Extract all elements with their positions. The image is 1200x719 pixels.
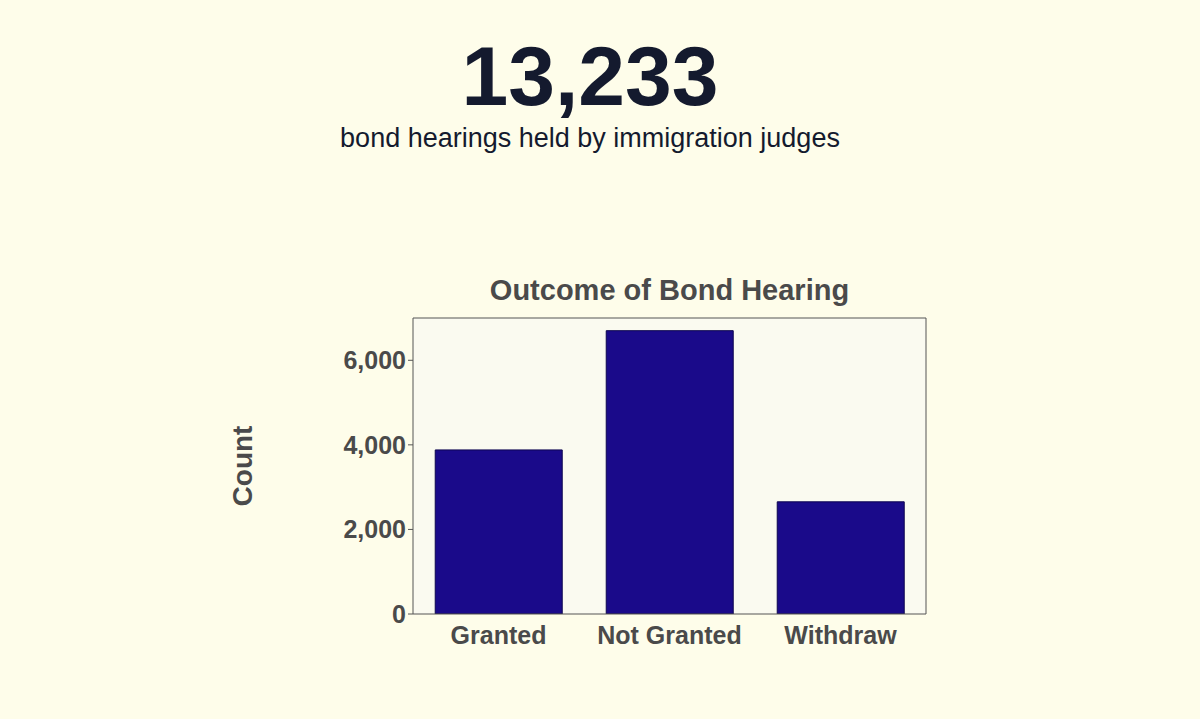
svg-text:0: 0 bbox=[392, 600, 406, 628]
svg-text:6,000: 6,000 bbox=[343, 346, 406, 374]
svg-text:Granted: Granted bbox=[451, 621, 547, 649]
html-text:Count: Count bbox=[227, 425, 258, 507]
html-text:bond hearings held by immigrat: bond hearings held by immigration judges bbox=[340, 123, 840, 153]
svg-text:Withdraw: Withdraw bbox=[784, 621, 897, 649]
svg-text:Not Granted: Not Granted bbox=[597, 621, 741, 649]
html-text:Outcome of Bond Hearing: Outcome of Bond Hearing bbox=[489, 274, 850, 306]
html-text:13,233: 13,233 bbox=[461, 29, 719, 123]
svg-text:4,000: 4,000 bbox=[343, 431, 406, 459]
svg-text:2,000: 2,000 bbox=[343, 515, 406, 543]
